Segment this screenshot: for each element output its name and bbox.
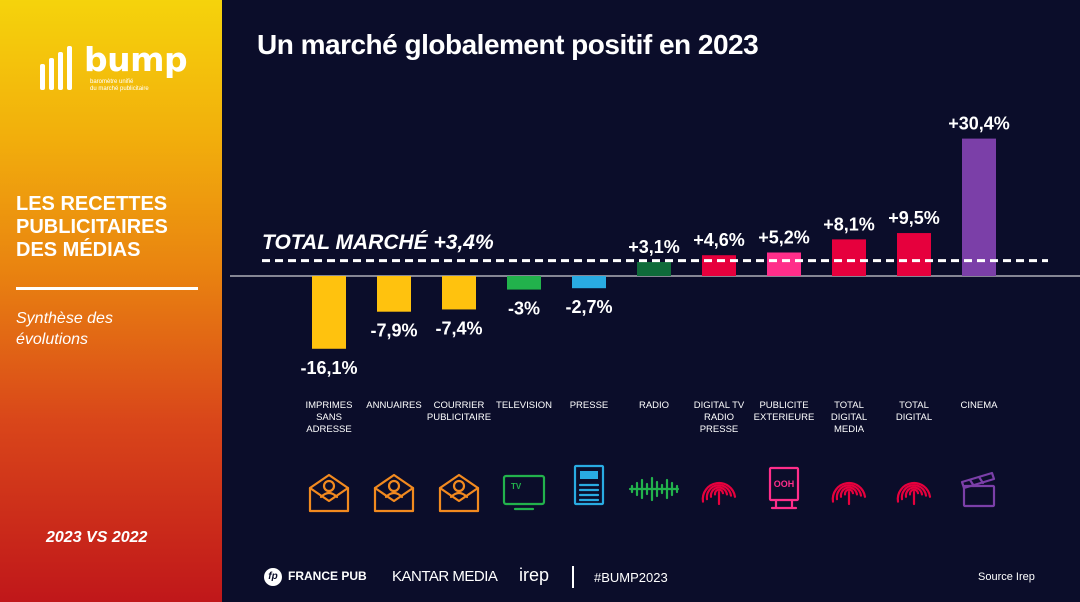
data-label: +3,1% — [628, 237, 680, 257]
category-label: TOTAL — [899, 400, 929, 411]
billboard-icon: OOH — [768, 466, 800, 510]
bar — [767, 252, 801, 276]
category-label: CINEMA — [961, 400, 999, 411]
bar — [572, 276, 606, 289]
svg-text:TV: TV — [511, 482, 522, 491]
source-note: Source Irep — [978, 571, 1035, 583]
category-label: ANNUAIRES — [366, 400, 421, 411]
section-title-line: LES RECETTES — [16, 193, 168, 215]
category-label: EXTERIEURE — [754, 412, 815, 423]
bar — [507, 276, 541, 290]
category-label: IMPRIMES — [306, 400, 353, 411]
category-label: ADRESSE — [306, 424, 351, 435]
data-label: -7,9% — [370, 321, 417, 341]
section-title: LES RECETTES PUBLICITAIRES DES MÉDIAS — [16, 193, 216, 262]
bars-icon — [40, 46, 76, 90]
data-label: -16,1% — [300, 358, 357, 378]
bar — [312, 276, 346, 349]
category-label: TOTAL — [834, 400, 864, 411]
bar — [962, 138, 996, 276]
svg-text:OOH: OOH — [774, 479, 795, 489]
section-title-line: PUBLICITAIRES — [16, 216, 168, 238]
hashtag: #BUMP2023 — [594, 570, 668, 585]
category-label: SANS — [316, 412, 342, 423]
data-label: -3% — [508, 299, 540, 319]
tv-icon: TV — [502, 474, 546, 511]
data-label: +8,1% — [823, 214, 875, 234]
section-title-line: DES MÉDIAS — [16, 239, 141, 261]
envelope-person-icon — [308, 473, 350, 513]
data-label: +5,2% — [758, 227, 810, 247]
footer-separator — [572, 566, 574, 588]
fingerprint-icon — [896, 481, 932, 506]
category-label: DIGITAL — [831, 412, 867, 423]
category-label: COURRIER — [434, 400, 485, 411]
category-label: DIGITAL — [896, 412, 932, 423]
data-label: -2,7% — [565, 297, 612, 317]
category-label: PUBLICITE — [759, 400, 808, 411]
category-label: DIGITAL TV — [694, 400, 745, 411]
total-market-label: TOTAL MARCHÉ +3,4% — [262, 231, 494, 254]
bump-logo: bump baromètre unifié du marché publicit… — [40, 40, 200, 102]
data-label: +9,5% — [888, 208, 940, 228]
bar — [702, 255, 736, 276]
comparison-label: 2023 VS 2022 — [46, 529, 148, 546]
page-title: Un marché globalement positif en 2023 — [257, 29, 759, 60]
category-label: PRESSE — [700, 424, 739, 435]
logo-tagline-1: baromètre unifié — [90, 79, 134, 85]
fingerprint-icon — [701, 481, 737, 506]
sidebar: bump baromètre unifié du marché publicit… — [0, 0, 222, 602]
category-label: RADIO — [704, 412, 734, 423]
data-label: +4,6% — [693, 230, 745, 250]
logo-word: bump — [84, 40, 188, 79]
bar — [832, 239, 866, 276]
category-label: TELEVISION — [496, 400, 552, 411]
logo-tagline-2: du marché publicitaire — [90, 86, 149, 92]
bar — [637, 261, 671, 276]
kantar-media-logo: KANTAR MEDIA — [392, 568, 498, 585]
bar — [442, 276, 476, 310]
fingerprint-icon — [831, 481, 867, 506]
subtitle-line: évolutions — [16, 331, 89, 348]
data-label: +30,4% — [948, 114, 1010, 134]
data-label: -7,4% — [435, 318, 482, 338]
newspaper-icon — [573, 464, 605, 506]
bar — [377, 276, 411, 312]
francepub-text: FRANCE PUB — [288, 569, 367, 583]
sidebar-divider — [16, 287, 198, 290]
clapperboard-icon — [960, 471, 996, 508]
envelope-person-icon — [373, 473, 415, 513]
subtitle-line: Synthèse des — [16, 310, 113, 327]
category-label: MEDIA — [834, 424, 865, 435]
category-label: PRESSE — [570, 400, 609, 411]
bar — [897, 233, 931, 276]
sidebar-subtitle: Synthèse des évolutions — [16, 308, 206, 350]
irep-logo: irep — [519, 565, 550, 585]
category-label: RADIO — [639, 400, 669, 411]
radio-wave-icon — [628, 476, 680, 502]
category-label: PUBLICITAIRE — [427, 412, 491, 423]
envelope-person-icon — [438, 473, 480, 513]
francepub-mark-icon: fp — [264, 568, 282, 586]
